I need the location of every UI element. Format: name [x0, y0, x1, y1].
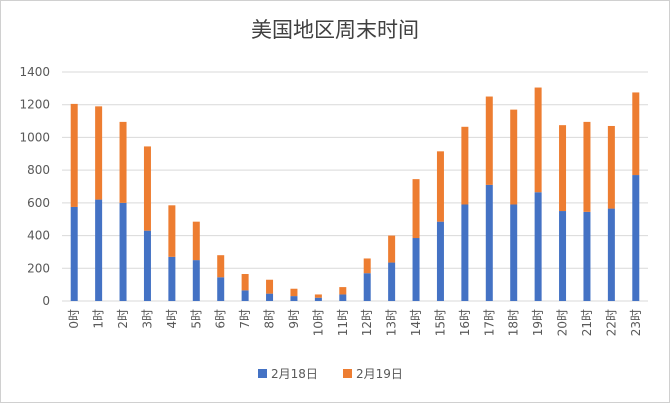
gridlines [62, 71, 648, 302]
y-tick-label: 600 [27, 196, 50, 210]
x-tick-label: 17时 [482, 309, 496, 336]
bar-segment [388, 262, 396, 301]
bar-segment [412, 179, 420, 239]
x-tick-label: 10时 [311, 309, 325, 336]
bar-segment [119, 202, 127, 301]
bar-segment [119, 121, 127, 203]
bar-segment [192, 260, 200, 301]
bar-segment [314, 294, 322, 298]
bar-segment [485, 184, 493, 301]
x-tick-label: 12时 [360, 309, 374, 336]
y-tick-label: 1400 [19, 65, 50, 79]
bar-segment [412, 238, 420, 301]
legend-label: 2月19日 [356, 367, 403, 381]
x-tick-label: 19时 [531, 309, 545, 336]
x-tick-label: 11时 [336, 309, 350, 336]
bar-segment [95, 199, 103, 301]
bar-segment [217, 255, 225, 278]
bar-segment [241, 274, 249, 291]
x-tick-label: 15时 [433, 309, 447, 336]
x-tick-label: 4时 [165, 309, 179, 329]
bar-segment [266, 279, 274, 294]
bar-segment [534, 87, 542, 193]
y-tick-label: 400 [27, 229, 50, 243]
x-tick-label: 21时 [580, 309, 594, 336]
x-tick-label: 7时 [238, 309, 252, 329]
bar-segment [314, 297, 322, 301]
x-tick-label: 0时 [67, 309, 81, 329]
chart-title: 美国地区周末时间 [251, 18, 419, 42]
legend-swatch [343, 369, 352, 378]
bars [70, 87, 640, 301]
legend-swatch [258, 369, 267, 378]
bar-segment [436, 151, 444, 222]
bar-segment [290, 288, 298, 297]
legend-label: 2月18日 [271, 367, 318, 381]
bar-segment [241, 290, 249, 301]
bar-segment [632, 92, 640, 176]
x-tick-label: 23时 [629, 309, 643, 336]
bar-segment [339, 294, 347, 301]
x-tick-label: 2时 [116, 309, 130, 329]
x-tick-label: 14时 [409, 309, 423, 336]
legend: 2月18日 2月19日 [258, 367, 403, 381]
x-tick-label: 13时 [385, 309, 399, 336]
bar-segment [70, 206, 78, 301]
bar-segment [95, 106, 103, 200]
bar-segment [461, 204, 469, 301]
bar-segment [632, 175, 640, 301]
bar-segment [339, 287, 347, 295]
bar-segment [363, 258, 371, 274]
bar-segment [192, 221, 200, 261]
bar-segment [266, 293, 274, 301]
y-tick-label: 800 [27, 163, 50, 177]
x-axis-ticks: 0时 1时 2时 3时 4时 5时 6时 7时 8时 9时 10时 11时 12时 13时 14时 15时 16… [67, 309, 643, 336]
bar-segment [143, 146, 151, 231]
bar-segment [510, 204, 518, 301]
bar-segment [559, 125, 567, 212]
bar-segment [168, 256, 176, 301]
y-tick-label: 1200 [19, 98, 50, 112]
bar-segment [388, 235, 396, 263]
x-tick-label: 22时 [604, 309, 618, 336]
x-tick-label: 18时 [507, 309, 521, 336]
bar-segment [485, 96, 493, 185]
bar-segment [143, 230, 151, 301]
x-tick-label: 16时 [458, 309, 472, 336]
bar-segment [583, 211, 591, 301]
y-tick-label: 0 [42, 294, 50, 308]
bar-segment [461, 126, 469, 205]
x-tick-label: 1时 [92, 309, 106, 329]
x-tick-label: 6时 [214, 309, 228, 329]
x-tick-label: 3时 [140, 309, 154, 329]
y-axis-ticks: 0 200 400 600 800 1000 1200 1400 [19, 65, 50, 308]
bar-segment [436, 221, 444, 301]
bar-segment [168, 205, 176, 257]
x-tick-label: 8时 [263, 309, 277, 329]
bar-segment [607, 125, 615, 209]
bar-segment [363, 273, 371, 301]
bar-segment [510, 109, 518, 205]
bar-segment [290, 296, 298, 301]
bar-segment [607, 208, 615, 301]
x-tick-label: 9时 [287, 309, 301, 329]
bar-segment [559, 211, 567, 301]
y-tick-label: 1000 [19, 130, 50, 144]
x-tick-label: 5时 [189, 309, 203, 329]
x-tick-label: 20时 [556, 309, 570, 336]
bar-segment [217, 277, 225, 301]
y-tick-label: 200 [27, 261, 50, 275]
bar-segment [534, 192, 542, 301]
bar-segment [70, 103, 78, 207]
bar-segment [583, 121, 591, 212]
